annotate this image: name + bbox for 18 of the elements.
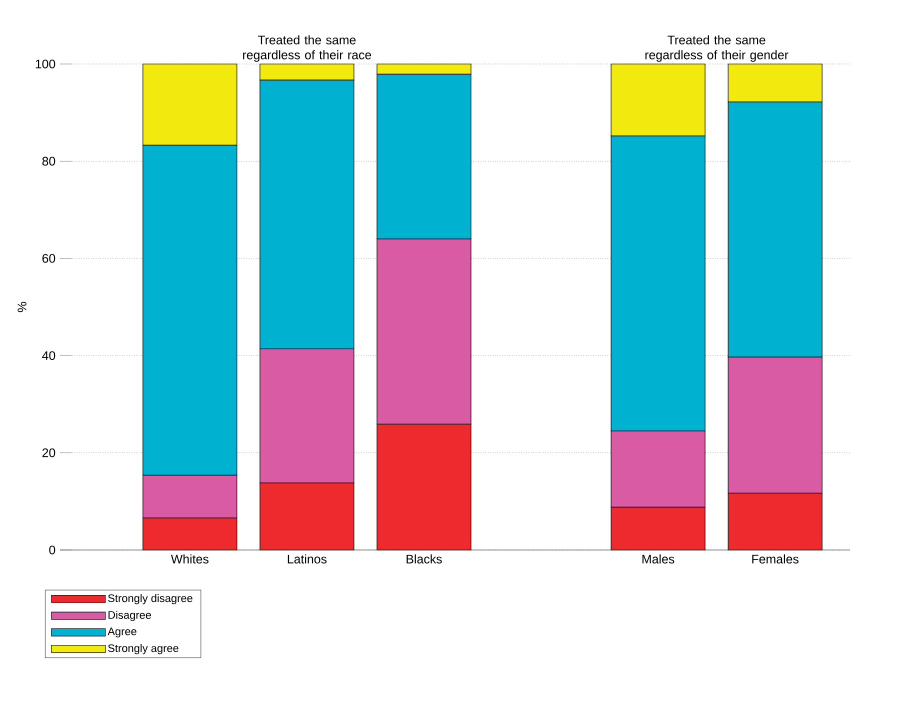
legend-label: Disagree <box>108 610 151 622</box>
x-tick-label: Latinos <box>288 554 327 564</box>
x-tick-label: Females <box>752 554 799 564</box>
x-tick-label: Whites <box>170 554 208 564</box>
x-tick-label: Males <box>642 554 674 564</box>
y-axis-title: % <box>18 302 26 312</box>
y-tick-label: 40 <box>42 351 56 360</box>
y-tick-label: 0 <box>49 546 56 554</box>
y-tick-label: 20 <box>42 448 56 458</box>
y-tick-label: 60 <box>42 254 56 263</box>
legend-label: Strongly agree <box>108 644 178 654</box>
y-tick-label: 100 <box>36 60 56 68</box>
y-tick-label: 80 <box>42 156 56 166</box>
legend-label: Strongly disagree <box>108 594 192 604</box>
legend-label: Agree <box>108 628 136 638</box>
text: Treated the same regardless of their gender <box>645 35 788 62</box>
text: Treated the same regardless of their race <box>243 35 372 62</box>
x-tick-label: Blacks <box>406 554 442 564</box>
